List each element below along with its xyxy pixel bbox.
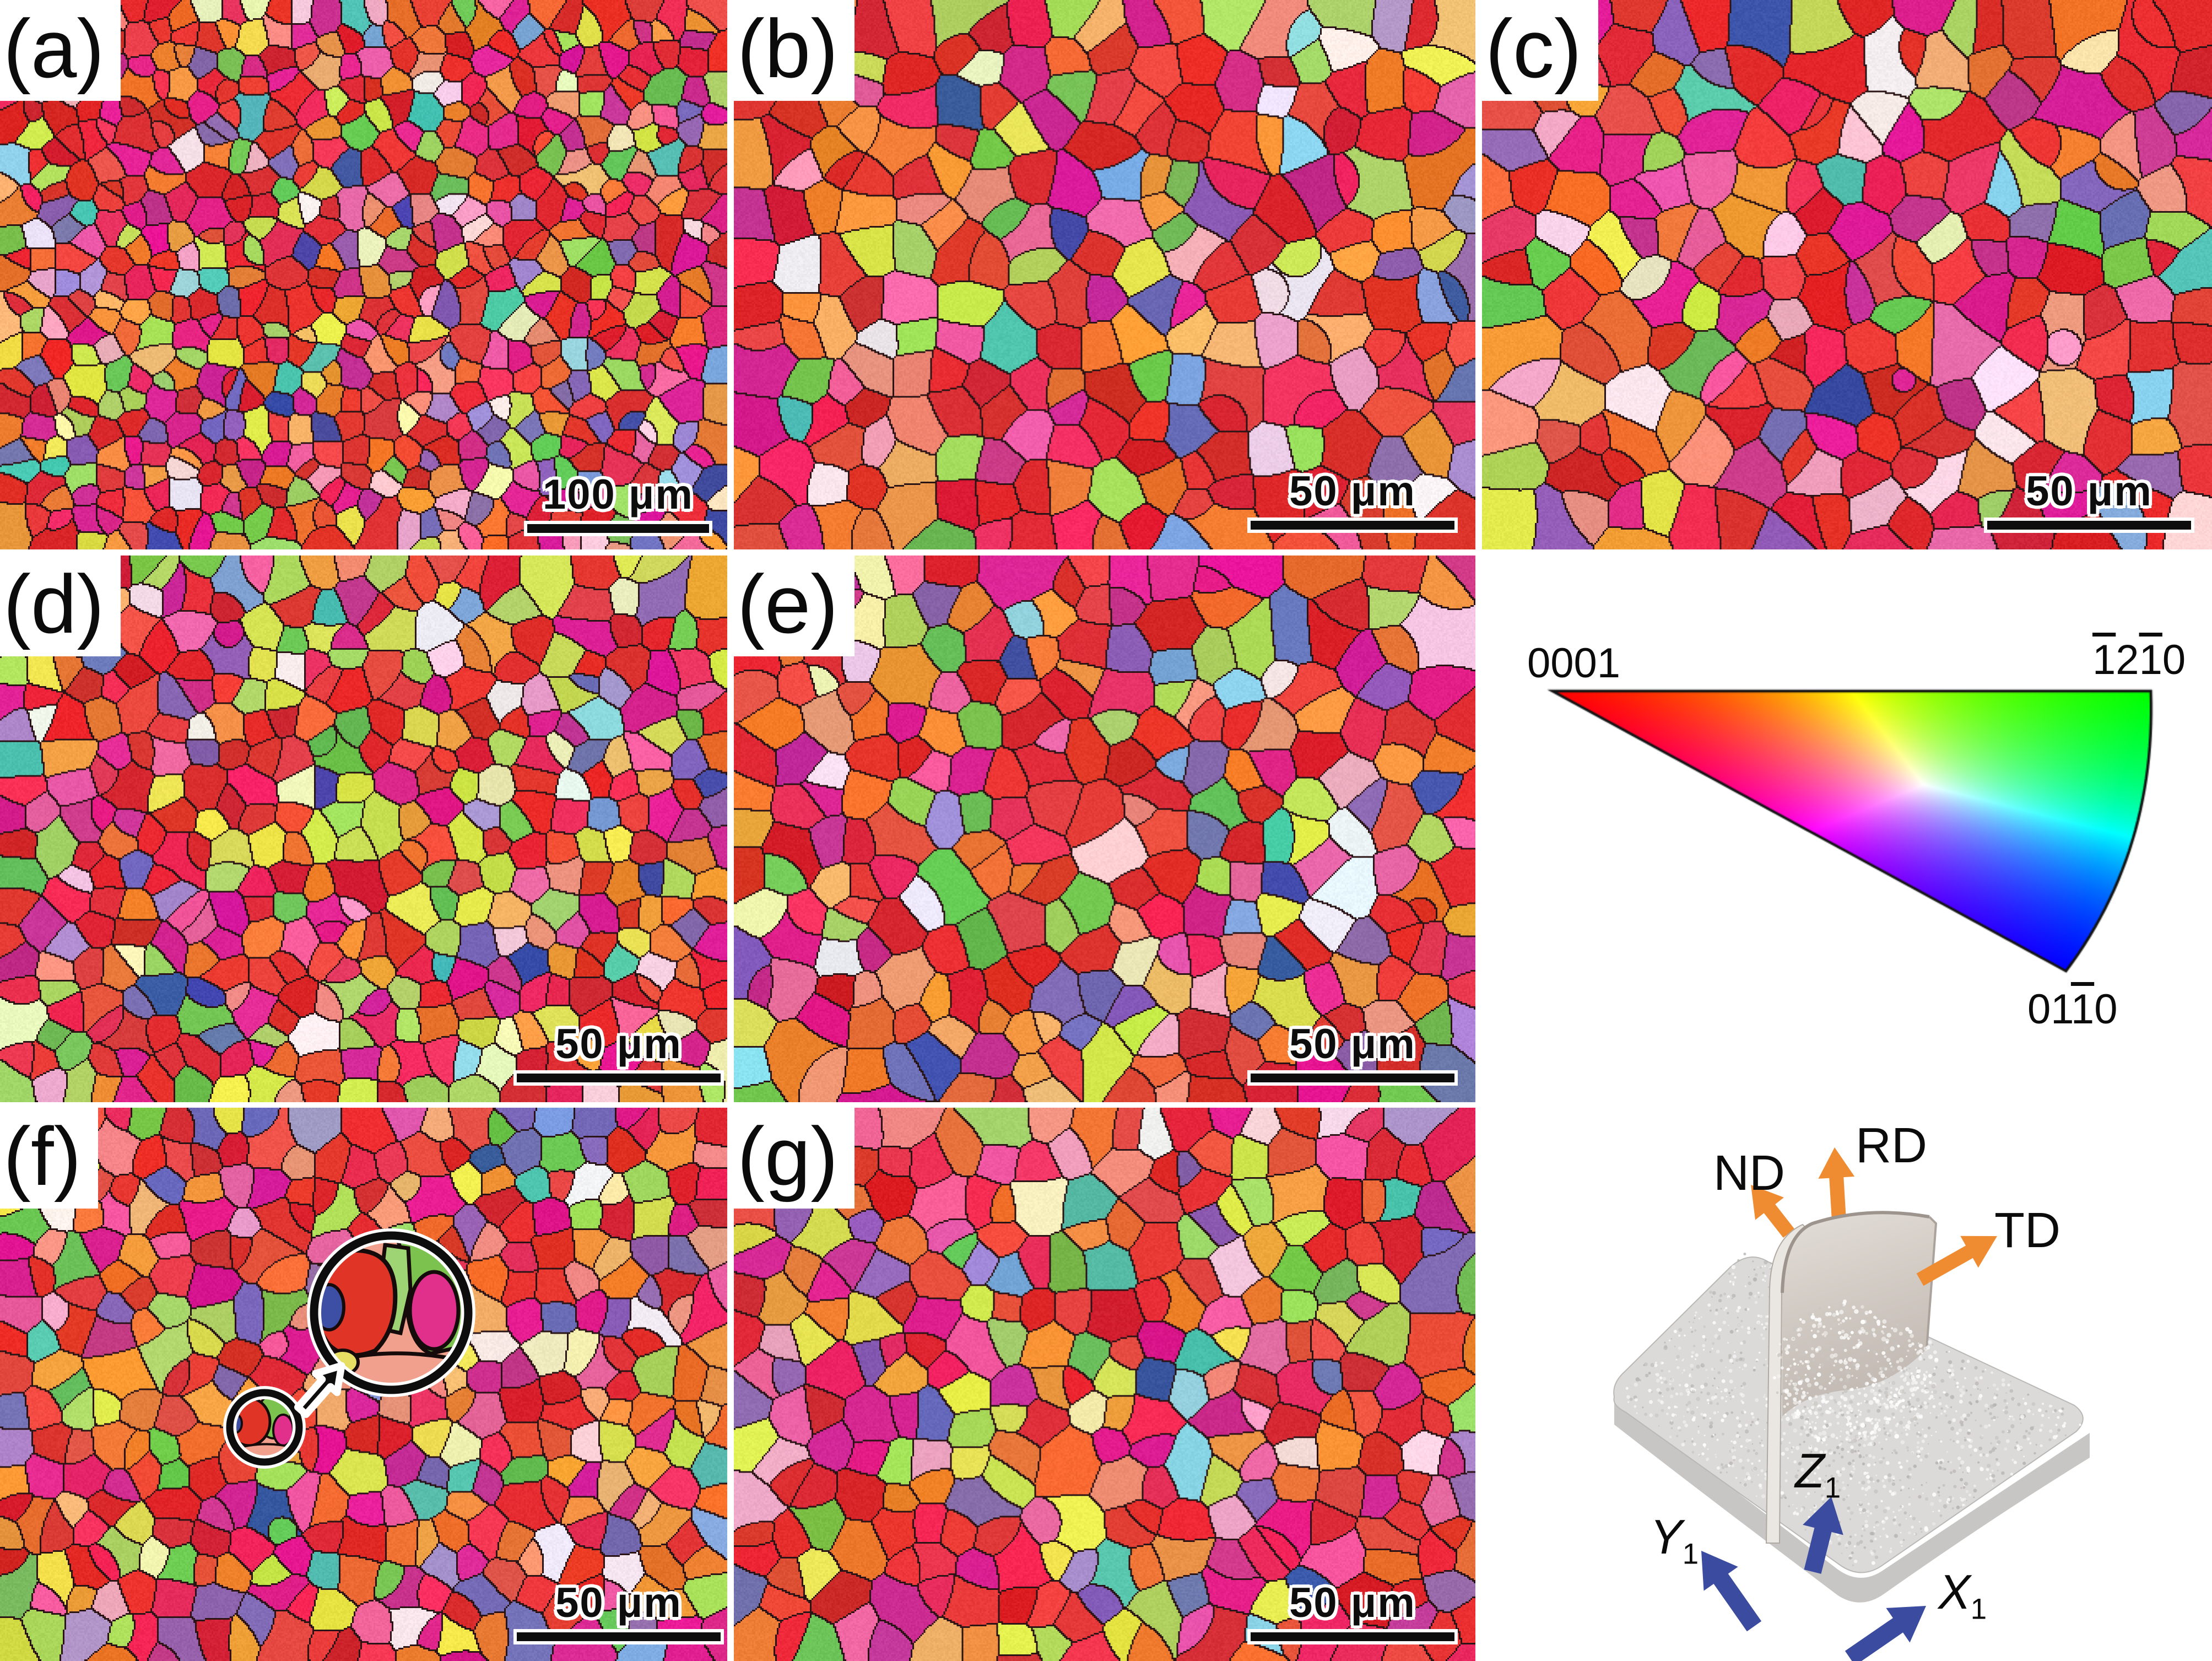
rd-arrow <box>1818 1147 1855 1221</box>
panel-label-e: (e) <box>734 556 855 656</box>
ipf-label-1210: 1210 <box>2092 637 2186 683</box>
slab-side-face <box>1614 1398 2090 1603</box>
scale-bar-text-c: 50 μm <box>2026 468 2152 515</box>
label-td: TD <box>1994 1203 2060 1258</box>
ipf-label-0110: 0110 <box>2027 986 2118 1033</box>
scale-bar-line-d <box>513 1070 724 1086</box>
y1-arrow <box>1701 1551 1762 1632</box>
x1-arrow <box>1845 1606 1926 1661</box>
panel-label-d: (d) <box>0 556 121 656</box>
cup-rim-edge <box>1781 1211 1930 1293</box>
ipf-color-key-triangle <box>1546 686 2159 978</box>
scale-bar-e: 50 μm <box>1247 1020 1458 1086</box>
td-arrow <box>1916 1236 1997 1286</box>
ebsd-map-d <box>0 556 727 1102</box>
panel-e: (e) 50 μm <box>734 556 1475 1102</box>
panel-b: (b) 50 μm <box>734 0 1475 549</box>
label-y1: Y1 <box>1650 1509 1699 1571</box>
panel-label-a: (a) <box>0 0 121 101</box>
scale-bar-text-f: 50 μm <box>555 1579 682 1626</box>
scale-bar-a: 100 μm <box>524 471 712 536</box>
scale-bar-line-g <box>1247 1629 1458 1644</box>
scale-bar-line-b <box>1247 517 1458 533</box>
panel-a: (a) 100 μm <box>0 0 727 549</box>
label-nd: ND <box>1713 1146 1785 1201</box>
slab-top-face <box>1613 1256 2084 1573</box>
scale-bar-c: 50 μm <box>1984 467 2194 533</box>
ebsd-map-f <box>0 1108 727 1661</box>
panel-f: (f) 50 μm <box>0 1108 727 1661</box>
scale-bar-g: 50 μm <box>1247 1579 1458 1644</box>
label-x1: X1 <box>1938 1565 1987 1626</box>
panel-d: (d) 50 μm <box>0 556 727 1102</box>
label-z1: Z1 <box>1795 1443 1841 1504</box>
panel-g: (g) 50 μm <box>734 1108 1475 1661</box>
panel-label-g: (g) <box>734 1108 855 1209</box>
cup-drawing-schematic: ND RD TD Y1 Z1 X1 <box>1532 1108 2212 1661</box>
scale-bar-line-a <box>524 521 712 536</box>
scale-bar-f: 50 μm <box>513 1579 724 1644</box>
ebsd-map-e <box>734 556 1475 1102</box>
direction-arrows-behind <box>1751 1147 1855 1238</box>
ebsd-map-b <box>734 0 1475 549</box>
panel-label-f: (f) <box>0 1108 98 1209</box>
axis-arrows-front <box>1701 1236 1997 1661</box>
scale-bar-text-d: 50 μm <box>555 1021 682 1067</box>
scale-bar-d: 50 μm <box>513 1020 724 1086</box>
cup-wall-right-edge <box>1926 1216 1938 1350</box>
ebsd-map-g <box>734 1108 1475 1661</box>
ipf-label-0001: 0001 <box>1527 640 1621 687</box>
scale-bar-line-f <box>513 1629 724 1644</box>
ebsd-map-a <box>0 0 727 549</box>
panel-c: (c) 50 μm <box>1482 0 2212 549</box>
panel-label-b: (b) <box>734 0 855 101</box>
nd-arrow <box>1751 1185 1795 1238</box>
scale-bar-line-e <box>1247 1070 1458 1086</box>
ebsd-map-c <box>1482 0 2212 549</box>
scale-bar-text-a: 100 μm <box>543 471 694 518</box>
scale-bar-text-b: 50 μm <box>1289 468 1416 515</box>
label-rd: RD <box>1856 1118 1927 1173</box>
scale-bar-text-g: 50 μm <box>1289 1579 1416 1626</box>
scale-bar-b: 50 μm <box>1247 467 1458 533</box>
z1-arrow <box>1803 1497 1843 1574</box>
scale-bar-line-c <box>1984 517 2194 533</box>
cup-drawing-svg <box>1613 1147 2091 1661</box>
ipf-color-key: 0001 1210 0110 <box>1482 556 2212 1102</box>
panel-label-c: (c) <box>1482 0 1598 101</box>
cup-base-speckle <box>1772 1299 1939 1447</box>
scale-bar-text-e: 50 μm <box>1289 1021 1416 1067</box>
